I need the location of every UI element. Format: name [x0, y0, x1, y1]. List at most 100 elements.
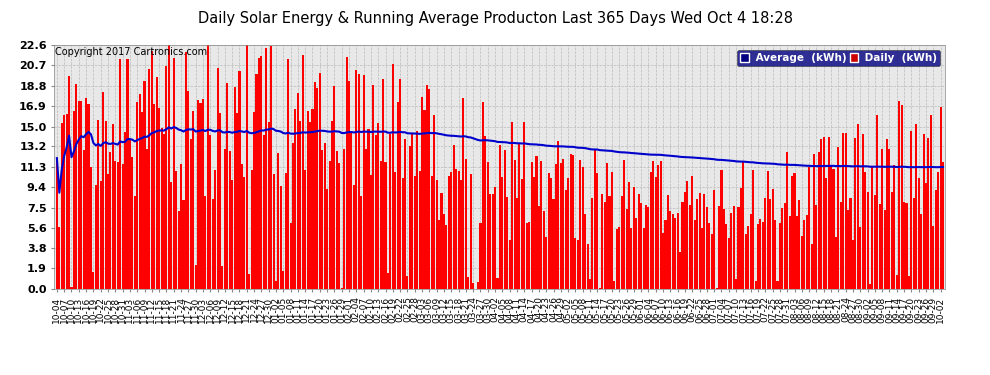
- Bar: [207, 45, 209, 289]
- Bar: [644, 205, 647, 289]
- Bar: [426, 85, 428, 289]
- Bar: [137, 102, 139, 289]
- Bar: [618, 226, 621, 289]
- Bar: [441, 193, 443, 289]
- Bar: [187, 91, 189, 289]
- Bar: [165, 66, 167, 289]
- Bar: [679, 252, 681, 289]
- Bar: [779, 223, 781, 289]
- Bar: [808, 167, 810, 289]
- Bar: [117, 162, 119, 289]
- Bar: [447, 176, 449, 289]
- Bar: [219, 113, 221, 289]
- Bar: [886, 139, 888, 289]
- Bar: [791, 176, 793, 289]
- Bar: [754, 281, 756, 289]
- Bar: [616, 230, 618, 289]
- Bar: [552, 200, 554, 289]
- Bar: [649, 172, 652, 289]
- Bar: [940, 107, 941, 289]
- Bar: [614, 281, 616, 289]
- Bar: [606, 164, 608, 289]
- Bar: [70, 286, 72, 289]
- Bar: [411, 133, 414, 289]
- Bar: [774, 220, 776, 289]
- Bar: [784, 203, 786, 289]
- Bar: [482, 102, 484, 289]
- Bar: [172, 58, 175, 289]
- Bar: [148, 69, 150, 289]
- Bar: [160, 128, 162, 289]
- Bar: [302, 55, 304, 289]
- Bar: [224, 149, 226, 289]
- Bar: [389, 134, 391, 289]
- Bar: [267, 122, 269, 289]
- Bar: [511, 122, 513, 289]
- Bar: [864, 172, 866, 289]
- Bar: [691, 176, 693, 289]
- Bar: [394, 171, 396, 289]
- Bar: [716, 288, 718, 289]
- Bar: [153, 104, 155, 289]
- Bar: [163, 134, 165, 289]
- Bar: [397, 102, 399, 289]
- Bar: [933, 226, 935, 289]
- Bar: [801, 237, 803, 289]
- Bar: [344, 149, 346, 289]
- Bar: [654, 177, 656, 289]
- Bar: [409, 146, 411, 289]
- Bar: [825, 178, 828, 289]
- Bar: [506, 196, 508, 289]
- Bar: [446, 225, 447, 289]
- Bar: [726, 224, 728, 289]
- Bar: [182, 200, 184, 289]
- Bar: [460, 180, 462, 289]
- Bar: [492, 195, 494, 289]
- Bar: [596, 173, 598, 289]
- Bar: [209, 135, 211, 289]
- Bar: [871, 166, 873, 289]
- Bar: [85, 98, 87, 289]
- Bar: [114, 161, 117, 289]
- Bar: [217, 68, 219, 289]
- Bar: [355, 70, 357, 289]
- Bar: [740, 188, 742, 289]
- Bar: [110, 152, 112, 289]
- Bar: [806, 215, 808, 289]
- Bar: [387, 273, 389, 289]
- Bar: [869, 284, 871, 289]
- Bar: [908, 276, 910, 289]
- Bar: [854, 138, 856, 289]
- Bar: [431, 176, 433, 289]
- Bar: [244, 177, 246, 289]
- Bar: [102, 92, 104, 289]
- Bar: [370, 175, 372, 289]
- Bar: [146, 149, 148, 289]
- Bar: [234, 87, 236, 289]
- Bar: [798, 200, 801, 289]
- Bar: [941, 162, 944, 289]
- Bar: [601, 194, 603, 289]
- Bar: [514, 160, 516, 289]
- Bar: [404, 139, 406, 289]
- Bar: [127, 59, 129, 289]
- Bar: [762, 222, 764, 289]
- Bar: [307, 111, 309, 289]
- Bar: [170, 182, 172, 289]
- Bar: [686, 181, 688, 289]
- Bar: [828, 137, 830, 289]
- Bar: [891, 192, 893, 289]
- Bar: [896, 275, 898, 289]
- Bar: [856, 123, 859, 289]
- Bar: [586, 244, 589, 289]
- Bar: [275, 281, 277, 289]
- Bar: [747, 226, 749, 289]
- Bar: [883, 210, 886, 289]
- Bar: [55, 158, 58, 289]
- Bar: [450, 172, 452, 289]
- Bar: [436, 180, 438, 289]
- Bar: [557, 141, 559, 289]
- Bar: [633, 187, 635, 289]
- Bar: [652, 161, 654, 289]
- Bar: [847, 210, 849, 289]
